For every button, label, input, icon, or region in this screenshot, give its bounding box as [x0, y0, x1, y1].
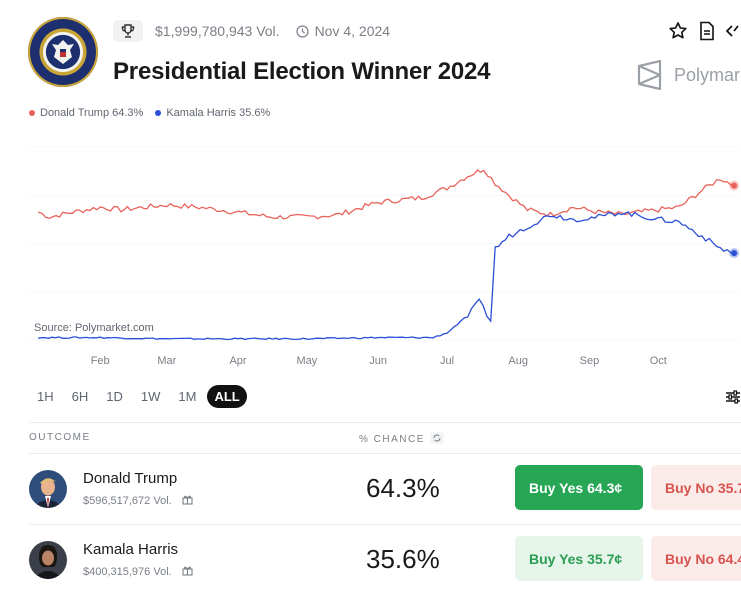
trophy-icon [113, 20, 143, 42]
page-title: Presidential Election Winner 2024 [113, 58, 491, 85]
x-tick-label: Mar [157, 355, 176, 367]
legend-label: Kamala Harris 35.6% [166, 107, 271, 119]
divider [29, 422, 741, 423]
time-range-selector: 1H 6H 1D 1W 1M ALL [30, 385, 247, 408]
star-icon[interactable] [668, 21, 688, 46]
end-date: Nov 4, 2024 [314, 23, 391, 39]
presidential-seal-logo [28, 17, 98, 87]
x-tick-label: Sep [580, 355, 600, 367]
refresh-icon[interactable] [430, 432, 444, 447]
chance-value: 35.6% [366, 544, 440, 574]
divider [29, 453, 741, 454]
eagle-icon [52, 40, 74, 64]
candidate-volume: $596,517,672 Vol. [83, 495, 172, 507]
chance-header: % CHANCE [359, 432, 444, 447]
candidate-name: Donald Trump [83, 470, 178, 487]
x-tick-label: Jul [440, 355, 454, 367]
series-line-harris [38, 211, 735, 341]
total-volume: $1,999,780,943 Vol. [155, 23, 280, 39]
price-history-chart[interactable]: Feb Mar Apr May Jun Jul Aug Sep Oct [0, 130, 741, 375]
chance-header-label: % CHANCE [359, 434, 425, 445]
avatar-harris [29, 541, 67, 579]
outcome-row-trump[interactable]: Donald Trump $596,517,672 Vol. 64.3% Buy… [0, 453, 741, 523]
polymarket-brand[interactable]: Polymarket [636, 60, 741, 90]
source-label: Source: Polymarket.com [29, 321, 159, 335]
gift-icon[interactable] [182, 494, 193, 508]
range-1m[interactable]: 1M [178, 389, 197, 404]
settings-sliders-icon[interactable] [725, 389, 741, 410]
buy-no-button[interactable]: Buy No 64.4¢ [651, 536, 741, 581]
embed-icon[interactable] [725, 21, 740, 46]
range-1h[interactable]: 1H [37, 389, 54, 404]
candidate-volume-line: $400,315,976 Vol. [83, 565, 193, 579]
legend-label: Donald Trump 64.3% [40, 107, 144, 119]
buy-yes-button[interactable]: Buy Yes 35.7¢ [515, 536, 643, 581]
range-all[interactable]: ALL [207, 385, 247, 408]
legend-item-harris: Kamala Harris 35.6% [155, 107, 270, 119]
candidate-volume-line: $596,517,672 Vol. [83, 494, 193, 508]
chance-value: 64.3% [366, 473, 440, 503]
x-tick-label: Aug [508, 355, 528, 367]
series-end-dot [731, 250, 738, 257]
document-icon[interactable] [698, 21, 716, 46]
legend-dot [155, 110, 162, 116]
series-line-trump [38, 169, 735, 220]
x-tick-label: Apr [229, 355, 246, 367]
outcome-header: OUTCOME [29, 432, 91, 443]
gift-icon[interactable] [182, 565, 193, 579]
x-tick-label: Jun [369, 355, 387, 367]
brand-name: Polymarket [674, 64, 741, 85]
range-6h[interactable]: 6H [71, 389, 89, 404]
series-end-dot [731, 182, 738, 189]
x-tick-label: May [297, 355, 318, 367]
divider [29, 524, 741, 525]
x-tick-label: Oct [650, 355, 667, 367]
buy-no-button[interactable]: Buy No 35.7¢ [651, 465, 741, 510]
buy-yes-button[interactable]: Buy Yes 64.3¢ [515, 465, 643, 510]
outcome-row-harris[interactable]: Kamala Harris $400,315,976 Vol. 35.6% Bu… [0, 524, 741, 591]
clock-icon [295, 24, 309, 38]
avatar-trump [29, 470, 67, 508]
legend-dot [29, 110, 35, 116]
market-meta: $1,999,780,943 Vol. Nov 4, 2024 [113, 20, 390, 42]
chart-legend: Donald Trump 64.3% Kamala Harris 35.6% [29, 107, 270, 119]
legend-item-trump: Donald Trump 64.3% [29, 107, 143, 119]
polymarket-logo-icon [637, 60, 662, 90]
range-1d[interactable]: 1D [106, 389, 123, 404]
candidate-name: Kamala Harris [83, 541, 179, 558]
x-tick-label: Feb [91, 355, 110, 367]
range-1w[interactable]: 1W [140, 389, 161, 404]
toolbar-icons [668, 21, 740, 46]
candidate-volume: $400,315,976 Vol. [83, 566, 172, 578]
